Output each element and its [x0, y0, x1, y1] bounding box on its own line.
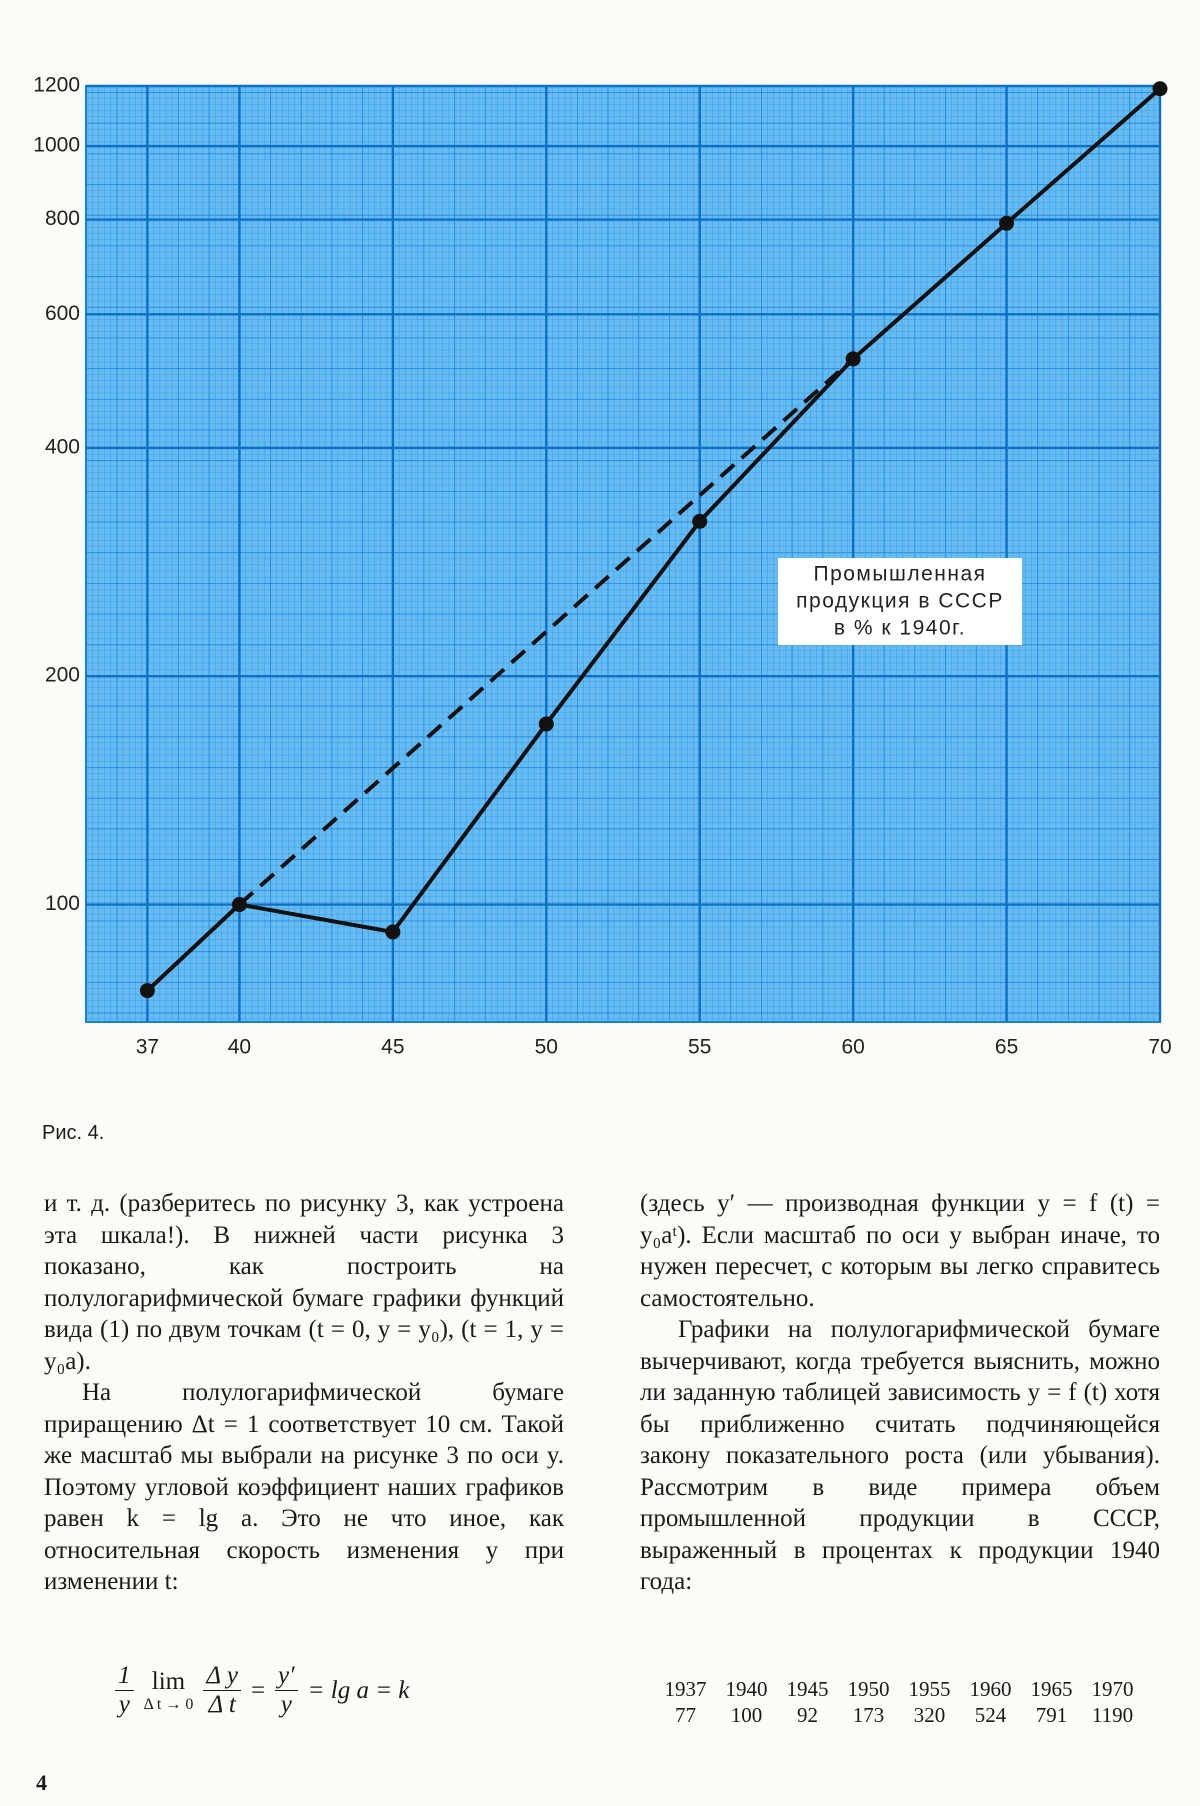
paragraph: На полулогарифмической бумаге приращению…	[44, 1379, 564, 1595]
table-year: 1937	[664, 1677, 707, 1701]
y-tick-label: 800	[45, 207, 80, 230]
y-tick-label: 600	[45, 302, 80, 325]
table-value: 100	[730, 1703, 763, 1727]
right-column: (здесь y′ — производная функции y = f (t…	[640, 1188, 1160, 1598]
y-tick-label: 200	[45, 664, 80, 687]
data-point	[999, 215, 1015, 231]
annotation-box	[778, 558, 1022, 645]
paragraph: и т. д. (разберитесь по рисунку 3, как у…	[44, 1190, 564, 1375]
y-tick-label: 400	[45, 435, 80, 458]
x-tick-label: 50	[535, 1036, 558, 1059]
data-point	[139, 983, 155, 999]
table-value: 173	[852, 1703, 885, 1727]
table-value: 92	[797, 1703, 818, 1727]
table-year: 1970	[1091, 1677, 1134, 1701]
annotation: Промышленная продукция в СССР в % к 1940г.	[778, 558, 1022, 645]
numerator: Δ y	[203, 1662, 241, 1691]
x-tick-label: 37	[136, 1036, 159, 1059]
denominator: Δ t	[208, 1691, 236, 1718]
x-tick-label: 55	[688, 1036, 711, 1059]
y-tick-label: 1200	[33, 74, 80, 97]
equals: =	[250, 1676, 266, 1704]
left-column: и т. д. (разберитесь по рисунку 3, как у…	[44, 1188, 564, 1598]
annotation-line: Промышленная	[813, 563, 986, 586]
table-year: 1945	[786, 1677, 829, 1701]
table-year: 1950	[847, 1677, 890, 1701]
paper-grid	[86, 86, 1160, 1022]
x-tick-label: 45	[381, 1036, 404, 1059]
data-point	[692, 513, 708, 529]
x-tick-label: 70	[1148, 1036, 1171, 1059]
table-value: 524	[974, 1703, 1007, 1727]
x-tick-label: 65	[995, 1036, 1018, 1059]
denominator: y	[118, 1691, 130, 1718]
formula-rest: = lg a = k	[307, 1676, 410, 1704]
table-value: 1190	[1091, 1703, 1134, 1727]
paragraph: Графики на полулогарифмической бумаге вы…	[640, 1316, 1160, 1595]
table-year: 1940	[725, 1677, 768, 1701]
y-tick-label: 1000	[33, 134, 80, 157]
data-point	[1152, 81, 1168, 97]
fraction: y′ y	[275, 1662, 298, 1719]
table-value: 791	[1035, 1703, 1068, 1727]
figure-caption: Рис. 4.	[42, 1122, 105, 1144]
data-table: 1937 1940 1945 1950 1955 1960 1965 1970 77 100 92 1…	[655, 1676, 1143, 1728]
denominator: y	[280, 1691, 292, 1718]
chart: 100 200 400 600 800 1000 1200 37 40 45 50 55 60 65 70 П…	[33, 74, 1171, 1059]
annotation-line: в % к 1940г.	[834, 617, 966, 640]
table-year: 1965	[1030, 1677, 1073, 1701]
limit-sub: Δ t → 0	[143, 1695, 194, 1713]
data-point	[538, 716, 554, 732]
paragraph: (здесь y′ — производная функции y = f (t…	[640, 1190, 1160, 1312]
data-point	[385, 924, 401, 940]
x-tick-label: 60	[841, 1036, 864, 1059]
table-value: 77	[675, 1703, 696, 1727]
table-year: 1960	[969, 1677, 1012, 1701]
page-number: 4	[36, 1770, 47, 1795]
dashed-line	[238, 357, 855, 907]
data-line	[146, 87, 1162, 993]
numerator: 1	[115, 1662, 134, 1691]
y-tick-label: 100	[45, 892, 80, 915]
annotation-line: продукция в СССР	[796, 590, 1004, 613]
limit: lim Δ t → 0	[144, 1668, 194, 1714]
numerator: y′	[275, 1662, 298, 1691]
x-tick-label: 40	[228, 1036, 251, 1059]
table-value: 320	[913, 1703, 946, 1727]
limit-op: lim	[151, 1667, 186, 1695]
table-year: 1955	[908, 1677, 951, 1701]
